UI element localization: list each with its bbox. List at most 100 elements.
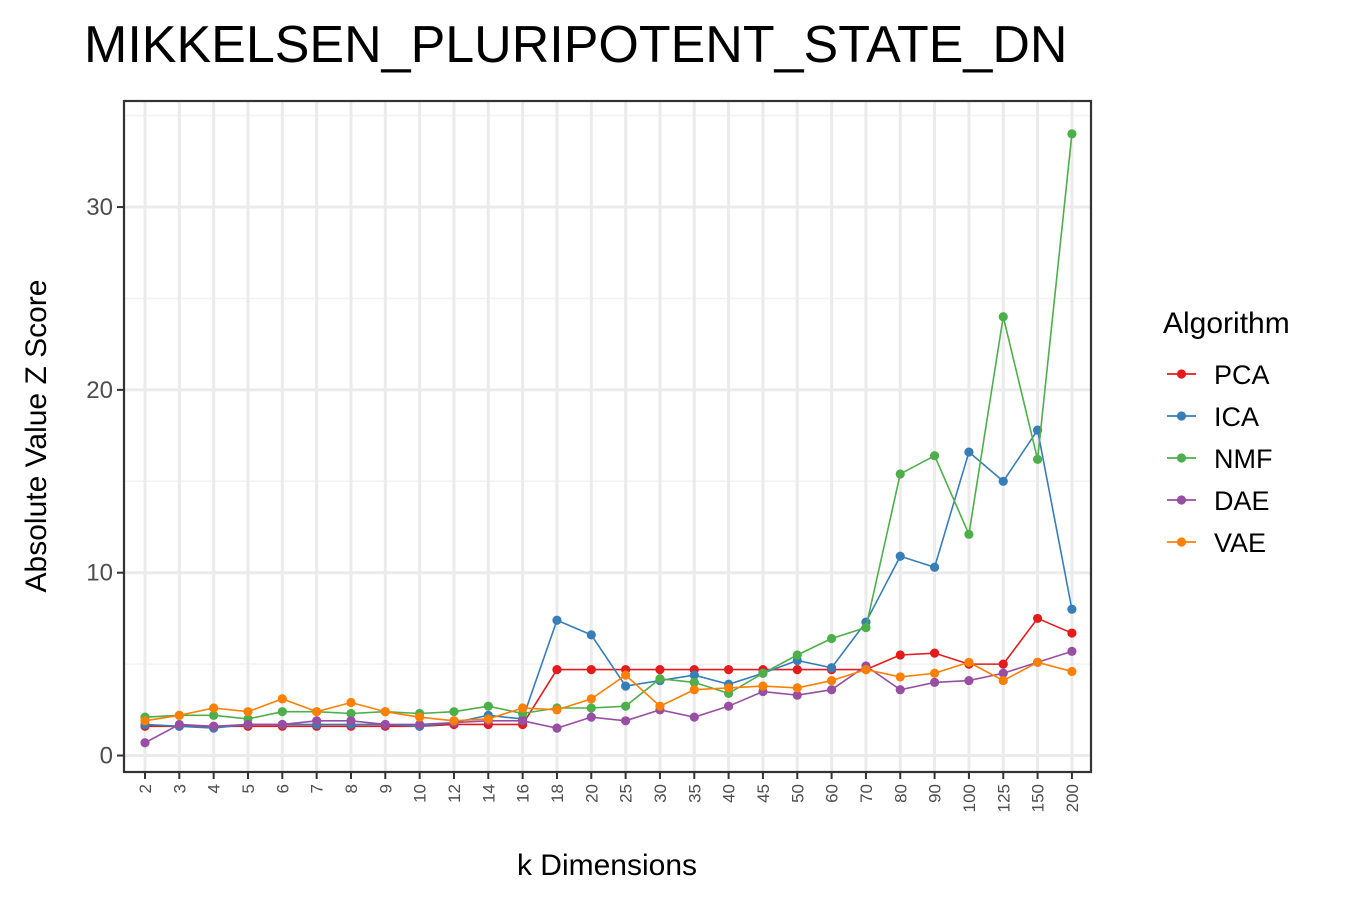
data-point	[758, 681, 768, 691]
legend-key-point	[1176, 495, 1187, 505]
data-point	[1067, 646, 1077, 656]
data-point	[929, 562, 940, 572]
data-point	[621, 701, 631, 711]
series-line-vae	[144, 661, 1073, 722]
data-point	[277, 719, 287, 730]
data-point	[929, 668, 940, 678]
data-point	[518, 716, 528, 726]
data-point	[689, 712, 699, 722]
data-point	[964, 675, 974, 686]
data-point	[724, 701, 734, 711]
x-tick-label: 18	[548, 784, 567, 803]
data-point	[586, 630, 596, 640]
data-point	[243, 707, 253, 717]
data-point	[792, 665, 802, 675]
x-tick-label: 7	[308, 784, 327, 793]
x-tick-label: 70	[857, 784, 876, 803]
data-point	[895, 469, 905, 479]
data-point	[209, 703, 219, 713]
data-point	[724, 683, 734, 693]
legend-item-dae: DAE	[1167, 486, 1270, 516]
x-tick-label: 16	[514, 784, 533, 803]
data-point	[380, 719, 390, 730]
data-point	[415, 719, 425, 730]
data-point	[415, 712, 425, 722]
legend-item-ica: ICA	[1167, 402, 1259, 432]
data-point	[689, 677, 699, 688]
data-point	[964, 447, 974, 457]
series-line-dae	[144, 650, 1073, 744]
x-tick-label: 9	[376, 784, 395, 793]
data-point	[964, 529, 974, 539]
legend-key-point	[1176, 453, 1187, 463]
x-tick-label: 60	[823, 784, 842, 803]
x-tick-label: 6	[273, 784, 292, 793]
x-tick-label: 30	[651, 784, 670, 803]
data-point	[621, 670, 631, 680]
data-point	[552, 723, 562, 733]
legend-item-pca: PCA	[1167, 360, 1270, 390]
legend-label: ICA	[1214, 402, 1259, 432]
data-point	[689, 670, 699, 680]
data-point	[552, 665, 562, 675]
plot-panel-border	[122, 99, 1093, 774]
x-tick-label: 25	[617, 784, 636, 803]
x-tick-label: 90	[926, 784, 945, 803]
data-point	[277, 707, 287, 717]
data-point	[964, 657, 974, 667]
legend-key-point	[1176, 369, 1187, 379]
data-point	[346, 716, 356, 726]
data-point	[827, 685, 837, 695]
data-point	[998, 668, 1008, 678]
series-layer	[140, 129, 1077, 748]
data-point	[1032, 613, 1043, 624]
data-point	[895, 685, 905, 695]
data-point	[724, 665, 734, 675]
x-tick-label: 80	[891, 784, 910, 803]
y-tick-label: 20	[86, 377, 113, 404]
legend-label: NMF	[1214, 444, 1272, 474]
data-point	[140, 738, 150, 748]
x-tick-label: 20	[582, 784, 601, 803]
data-point	[380, 707, 390, 717]
data-point	[655, 665, 665, 675]
legend-item-nmf: NMF	[1167, 444, 1272, 474]
data-point	[243, 719, 253, 730]
data-point	[792, 690, 802, 700]
data-point	[827, 663, 837, 673]
series-line-nmf	[144, 133, 1073, 720]
x-tick-label: 35	[685, 784, 704, 803]
data-point	[277, 694, 287, 704]
data-point	[1067, 666, 1077, 677]
data-point	[998, 476, 1008, 486]
series-line-ica	[144, 428, 1073, 729]
data-point	[655, 701, 665, 711]
data-point	[586, 712, 596, 722]
y-tick-label: 30	[86, 194, 113, 221]
x-tick-label: 8	[342, 784, 361, 793]
data-point	[346, 708, 356, 719]
chart-title: MIKKELSEN_PLURIPOTENT_STATE_DN	[84, 16, 1067, 74]
legend-title: Algorithm	[1163, 307, 1290, 340]
legend-item-vae: VAE	[1167, 528, 1266, 558]
data-point	[209, 721, 219, 731]
data-point	[621, 681, 631, 691]
data-point	[518, 703, 528, 713]
gridlines	[124, 101, 1091, 772]
x-tick-label: 14	[479, 784, 498, 803]
legend-label: PCA	[1214, 360, 1270, 390]
data-point	[895, 672, 905, 682]
data-point	[552, 705, 562, 715]
data-point	[929, 677, 940, 688]
data-point	[689, 685, 699, 695]
data-point	[1032, 454, 1043, 464]
data-point	[586, 703, 596, 713]
x-tick-label: 100	[960, 784, 979, 812]
data-point	[895, 650, 905, 660]
data-point	[312, 707, 322, 717]
legend: Algorithm PCA ICA NMF DAE VAE	[1163, 307, 1290, 558]
x-tick-label: 12	[445, 784, 464, 803]
series-vae	[140, 657, 1077, 726]
